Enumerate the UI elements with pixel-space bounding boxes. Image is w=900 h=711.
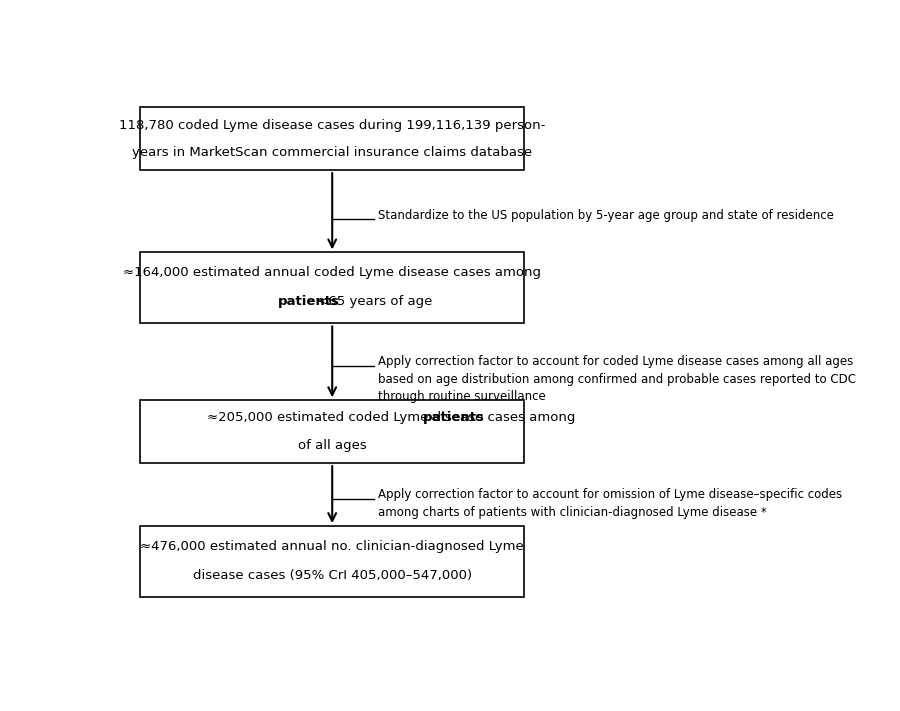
Text: Apply correction factor to account for coded Lyme disease cases among all ages: Apply correction factor to account for c… — [378, 356, 853, 368]
Text: patients: patients — [423, 412, 485, 424]
Text: ≈205,000 estimated coded Lyme disease cases among: ≈205,000 estimated coded Lyme disease ca… — [207, 412, 580, 424]
Text: ≈476,000 estimated annual no. clinician-diagnosed Lyme: ≈476,000 estimated annual no. clinician-… — [140, 540, 524, 552]
Text: <65 years of age: <65 years of age — [313, 295, 432, 308]
Text: disease cases (95% CrI 405,000–547,000): disease cases (95% CrI 405,000–547,000) — [193, 569, 472, 582]
Text: through routine surveillance: through routine surveillance — [378, 390, 545, 403]
FancyBboxPatch shape — [140, 252, 524, 324]
FancyBboxPatch shape — [140, 400, 524, 463]
Text: based on age distribution among confirmed and probable cases reported to CDC: based on age distribution among confirme… — [378, 373, 856, 386]
FancyBboxPatch shape — [140, 526, 524, 597]
Text: of all ages: of all ages — [298, 439, 366, 451]
Text: 118,780 coded Lyme disease cases during 199,116,139 person-: 118,780 coded Lyme disease cases during … — [119, 119, 545, 132]
Text: Apply correction factor to account for omission of Lyme disease–specific codes: Apply correction factor to account for o… — [378, 488, 842, 501]
Text: patients: patients — [278, 295, 340, 308]
Text: ≈164,000 estimated annual coded Lyme disease cases among: ≈164,000 estimated annual coded Lyme dis… — [123, 266, 541, 279]
Text: years in MarketScan commercial insurance claims database: years in MarketScan commercial insurance… — [132, 146, 532, 159]
Text: Standardize to the US population by 5-year age group and state of residence: Standardize to the US population by 5-ye… — [378, 208, 833, 222]
FancyBboxPatch shape — [140, 107, 524, 170]
Text: among charts of patients with clinician-diagnosed Lyme disease *: among charts of patients with clinician-… — [378, 506, 766, 519]
